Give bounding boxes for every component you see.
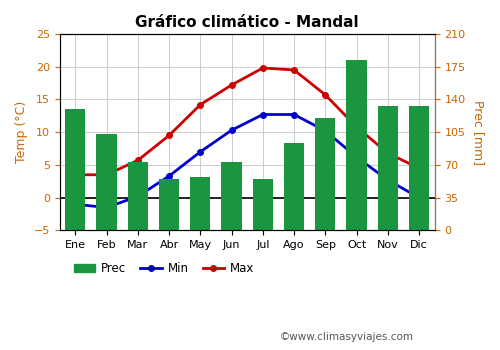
Bar: [190, 177, 210, 230]
Bar: [65, 109, 86, 230]
Bar: [409, 106, 429, 230]
Bar: [222, 162, 242, 230]
Bar: [96, 134, 116, 230]
Text: ©www.climasyviajes.com: ©www.climasyviajes.com: [280, 332, 414, 342]
Bar: [128, 162, 148, 230]
Y-axis label: Temp (°C): Temp (°C): [15, 101, 28, 163]
Y-axis label: Prec [mm]: Prec [mm]: [472, 100, 485, 165]
Bar: [346, 60, 366, 230]
Legend: Prec, Min, Max: Prec, Min, Max: [70, 257, 259, 280]
Title: Gráfico climático - Mandal: Gráfico climático - Mandal: [136, 15, 359, 30]
Bar: [252, 179, 273, 230]
Bar: [378, 106, 398, 230]
Bar: [284, 144, 304, 230]
Bar: [315, 118, 336, 230]
Bar: [159, 179, 179, 230]
